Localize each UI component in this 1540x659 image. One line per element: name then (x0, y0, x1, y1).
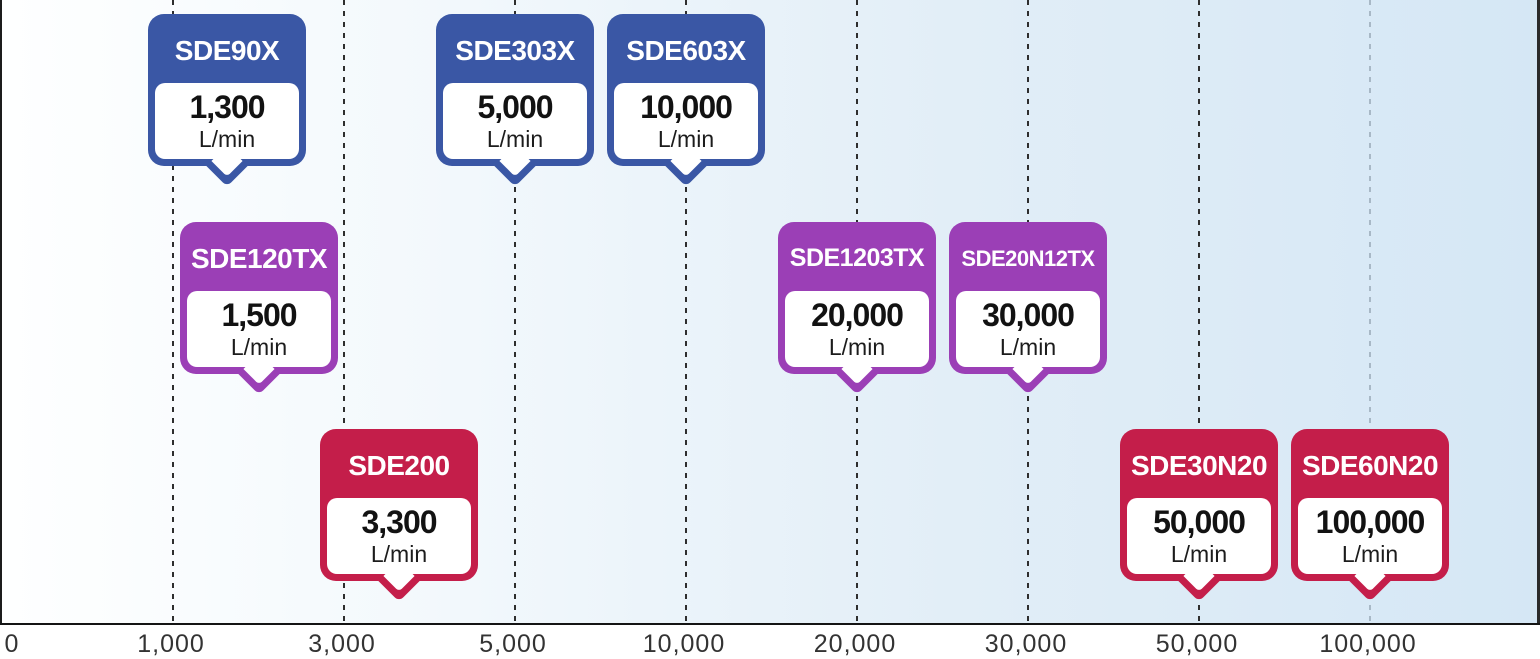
flow-panel: 1,300 L/min (155, 83, 299, 159)
x-tick-label: 10,000 (642, 630, 726, 658)
flow-value: 1,300 (189, 89, 265, 125)
model-name-label: SDE1203TX (789, 244, 925, 272)
model-badge: SDE30N20 50,000 L/min (1120, 429, 1278, 602)
flow-value: 50,000 (1153, 504, 1246, 540)
flow-panel: 5,000 L/min (443, 83, 587, 159)
model-name-label: SDE120TX (190, 242, 328, 274)
model-name-label: SDE200 (348, 449, 450, 481)
x-tick-label: 5,000 (479, 630, 547, 658)
model-badge: SDE20N12TX 30,000 L/min (949, 222, 1107, 395)
flow-panel: 30,000 L/min (956, 291, 1100, 367)
flow-panel: 10,000 L/min (614, 83, 758, 159)
model-name-label: SDE603X (626, 34, 746, 66)
flow-unit: L/min (657, 126, 715, 152)
flow-panel: 100,000 L/min (1298, 498, 1442, 574)
model-badge: SDE200 3,300 L/min (320, 429, 478, 602)
model-name-label: SDE20N12TX (961, 245, 1095, 271)
gridline (685, 0, 687, 623)
flow-unit: L/min (486, 126, 544, 152)
x-tick-label: 1,000 (137, 630, 205, 658)
plot-area: SDE90X 1,300 L/min SDE303X 5,000 L/min S… (0, 0, 1540, 625)
flow-panel: 20,000 L/min (785, 291, 929, 367)
flow-unit: L/min (1170, 541, 1228, 567)
flow-unit: L/min (198, 126, 256, 152)
gridline (1369, 0, 1371, 623)
gridline (172, 0, 174, 623)
model-badge: SDE120TX 1,500 L/min (180, 222, 338, 395)
flow-unit: L/min (370, 541, 428, 567)
x-tick-label: 100,000 (1319, 630, 1417, 658)
x-axis-line (0, 623, 1540, 625)
flow-unit: L/min (828, 334, 886, 360)
flow-unit: L/min (999, 334, 1057, 360)
gridline (1198, 0, 1200, 623)
flow-value: 1,500 (221, 297, 297, 333)
gridline (514, 0, 516, 623)
flow-unit: L/min (1341, 541, 1399, 567)
gridline (343, 0, 345, 623)
x-tick-label: 3,000 (308, 630, 376, 658)
flow-value: 10,000 (640, 89, 733, 125)
model-name-label: SDE90X (174, 34, 280, 66)
model-badge: SDE90X 1,300 L/min (148, 14, 306, 187)
model-name-label: SDE303X (455, 34, 575, 66)
flow-value: 20,000 (811, 297, 904, 333)
flow-value: 5,000 (477, 89, 553, 125)
flow-unit: L/min (230, 334, 288, 360)
x-tick-label: 50,000 (1155, 630, 1239, 658)
x-tick-label: 0 (4, 630, 20, 658)
flow-value: 100,000 (1315, 504, 1426, 540)
model-badge: SDE60N20 100,000 L/min (1291, 429, 1449, 602)
model-badge: SDE303X 5,000 L/min (436, 14, 594, 187)
flow-value: 30,000 (982, 297, 1075, 333)
x-tick-label: 20,000 (813, 630, 897, 658)
model-badge: SDE603X 10,000 L/min (607, 14, 765, 187)
flow-panel: 3,300 L/min (327, 498, 471, 574)
model-badge: SDE1203TX 20,000 L/min (778, 222, 936, 395)
model-name-label: SDE60N20 (1301, 449, 1439, 481)
x-tick-label: 30,000 (984, 630, 1068, 658)
flow-panel: 1,500 L/min (187, 291, 331, 367)
flow-value: 3,300 (361, 504, 437, 540)
model-name-label: SDE30N20 (1130, 449, 1268, 481)
flow-panel: 50,000 L/min (1127, 498, 1271, 574)
